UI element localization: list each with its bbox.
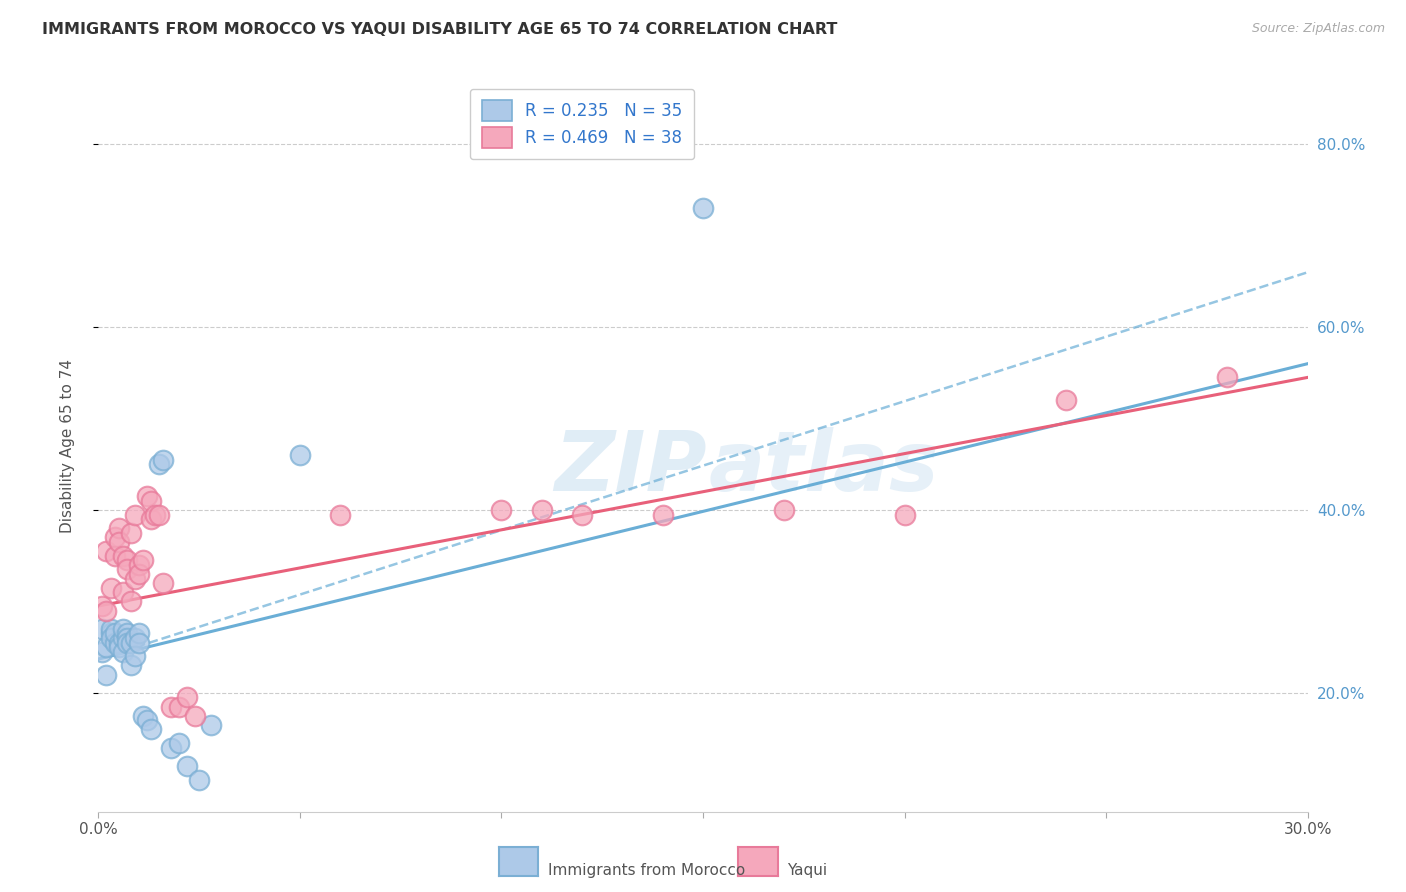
- Point: [124, 508, 146, 522]
- Point: [692, 201, 714, 215]
- Point: [132, 553, 155, 567]
- Point: [893, 508, 915, 522]
- Point: [530, 503, 553, 517]
- Point: [139, 723, 162, 737]
- Point: [111, 622, 134, 636]
- Point: [115, 626, 138, 640]
- Text: Yaqui: Yaqui: [787, 863, 828, 878]
- Point: [120, 594, 142, 608]
- Point: [329, 508, 352, 522]
- Point: [176, 759, 198, 773]
- Point: [111, 645, 134, 659]
- Text: Immigrants from Morocco: Immigrants from Morocco: [548, 863, 745, 878]
- Point: [115, 553, 138, 567]
- Point: [120, 658, 142, 673]
- Point: [160, 740, 183, 755]
- Point: [128, 567, 150, 582]
- Point: [128, 626, 150, 640]
- Point: [571, 508, 593, 522]
- Point: [651, 508, 673, 522]
- Point: [96, 667, 118, 681]
- Point: [160, 699, 183, 714]
- Point: [120, 635, 142, 649]
- Point: [176, 690, 198, 705]
- Point: [167, 699, 190, 714]
- Point: [120, 525, 142, 540]
- Text: IMMIGRANTS FROM MOROCCO VS YAQUI DISABILITY AGE 65 TO 74 CORRELATION CHART: IMMIGRANTS FROM MOROCCO VS YAQUI DISABIL…: [42, 22, 838, 37]
- Point: [96, 604, 118, 618]
- Point: [100, 622, 122, 636]
- Point: [96, 640, 118, 655]
- Point: [148, 508, 170, 522]
- Point: [96, 544, 118, 558]
- Legend: R = 0.235   N = 35, R = 0.469   N = 38: R = 0.235 N = 35, R = 0.469 N = 38: [470, 88, 695, 160]
- Point: [107, 640, 129, 655]
- Point: [91, 645, 114, 659]
- Point: [100, 631, 122, 645]
- Point: [115, 631, 138, 645]
- Point: [139, 494, 162, 508]
- Text: ZIP: ZIP: [554, 427, 707, 508]
- Point: [107, 521, 129, 535]
- Point: [103, 635, 125, 649]
- Point: [135, 714, 157, 728]
- Point: [200, 718, 222, 732]
- Point: [135, 489, 157, 503]
- Text: atlas: atlas: [709, 427, 939, 508]
- Point: [167, 736, 190, 750]
- Point: [1054, 393, 1077, 408]
- Point: [111, 549, 134, 563]
- Point: [288, 448, 311, 462]
- Point: [115, 562, 138, 576]
- Point: [107, 635, 129, 649]
- Point: [152, 576, 174, 591]
- Point: [91, 622, 114, 636]
- Point: [103, 626, 125, 640]
- Point: [772, 503, 794, 517]
- Point: [148, 457, 170, 471]
- Y-axis label: Disability Age 65 to 74: Disability Age 65 to 74: [60, 359, 75, 533]
- Point: [100, 626, 122, 640]
- Point: [124, 649, 146, 664]
- Point: [132, 708, 155, 723]
- Point: [184, 708, 207, 723]
- Point: [103, 530, 125, 544]
- Point: [1216, 370, 1239, 384]
- Point: [111, 585, 134, 599]
- Point: [143, 508, 166, 522]
- Point: [115, 635, 138, 649]
- Point: [124, 631, 146, 645]
- Point: [107, 535, 129, 549]
- Point: [128, 558, 150, 572]
- Point: [139, 512, 162, 526]
- Point: [152, 452, 174, 467]
- Point: [188, 772, 211, 787]
- Point: [491, 503, 513, 517]
- Point: [100, 581, 122, 595]
- Point: [124, 572, 146, 586]
- Text: Source: ZipAtlas.com: Source: ZipAtlas.com: [1251, 22, 1385, 36]
- Point: [103, 549, 125, 563]
- Point: [91, 599, 114, 613]
- Point: [128, 635, 150, 649]
- Point: [111, 631, 134, 645]
